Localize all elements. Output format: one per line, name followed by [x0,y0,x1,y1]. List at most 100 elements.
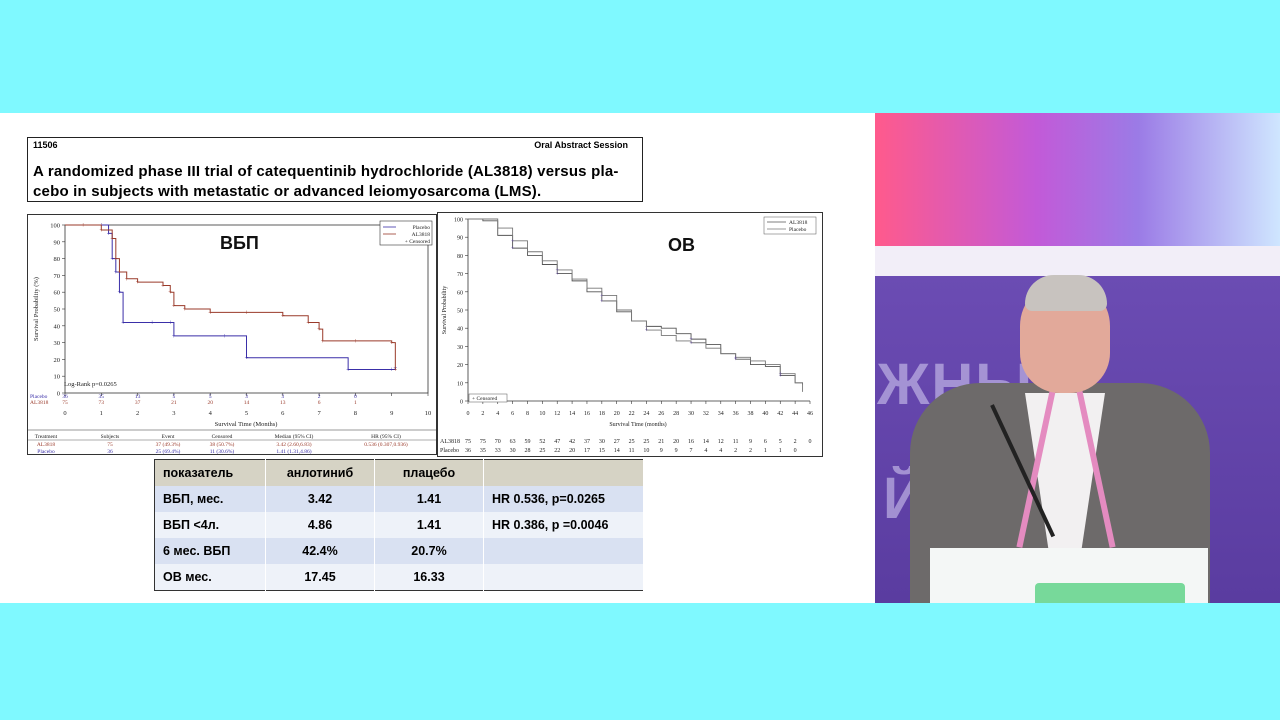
os-x-tick-label: 8 [526,411,529,417]
os-x-tick-label: 34 [718,411,724,417]
os-censor-mark: + [600,299,604,305]
pfs-risk-value: 2 [318,394,321,400]
pfs-summary-cell: 3.42 (2.60,6.83) [276,441,311,448]
pfs-censor-mark: + [306,318,310,326]
os-censor-mark: + [734,355,738,361]
os-risk-value: 15 [599,448,605,454]
speaker-video: ЖНЫ Й [875,113,1280,603]
os-x-tick-label: 10 [539,411,545,417]
pfs-summary-cell: 75 [107,442,113,448]
speaker-hair [1025,275,1107,311]
os-y-tick-label: 10 [457,381,463,387]
pfs-x-tick-label: 5 [245,410,248,417]
os-x-tick-label: 20 [614,411,620,417]
os-y-tick-label: 50 [457,309,463,315]
pfs-censor-mark: + [161,281,165,289]
pfs-x-tick-label: 10 [425,410,432,417]
pfs-censor-mark: + [168,318,172,326]
table-cell: ВБП <4л. [154,512,266,538]
table-row: ВБП <4л. 4.86 1.41 HR 0.386, p =0.0046 [154,512,644,538]
os-risk-value: 22 [554,448,560,454]
pfs-x-tick-label: 1 [100,410,103,417]
table-cell: 6 мес. ВБП [154,538,266,564]
os-censored-legend-text: + Censored [472,396,497,402]
os-risk-value: 9 [675,448,678,454]
os-x-tick-label: 44 [792,411,798,417]
pfs-al3818-line [65,224,396,370]
table-header-cell: анлотиниб [265,459,375,486]
table-cell: 17.45 [265,564,375,591]
os-risk-value: 25 [539,448,545,454]
table-cell: 3.42 [265,486,375,512]
abstract-title: A randomized phase III trial of catequen… [33,163,619,200]
pfs-summary-header: Median (95% CI) [275,433,314,440]
pfs-censor-mark: + [172,332,176,340]
table-row: 6 мес. ВБП 42.4% 20.7% [154,538,644,564]
pfs-censor-mark: + [346,365,350,373]
pfs-legend-item: + Censored [405,239,430,245]
pfs-censor-mark: + [353,337,357,345]
table-cell: 42.4% [265,538,375,564]
os-risk-value: 30 [510,448,516,454]
pfs-censor-mark: + [107,229,111,237]
os-risk-value: 6 [764,439,767,445]
os-censor-mark: + [511,246,515,252]
pfs-risk-value: 20 [207,400,213,406]
table-cell: HR 0.386, p =0.0046 [483,512,644,538]
os-x-tick-label: 2 [481,411,484,417]
table-header-cell: показатель [154,459,266,486]
os-risk-value: 4 [719,448,722,454]
os-risk-value: 30 [599,439,605,445]
pfs-summary-cell: 37 (49.3%) [156,441,181,448]
os-legend [763,216,817,235]
pfs-legend-item: AL3818 [412,232,431,238]
pfs-y-tick-label: 100 [50,223,60,230]
os-x-tick-label: 38 [748,411,754,417]
os-risk-value: 5 [779,439,782,445]
pfs-summary-cell: 0.536 (0.307,0.936) [364,441,408,448]
os-risk-value: 9 [660,448,663,454]
table-cell: 4.86 [265,512,375,538]
os-risk-row-name: AL3818 [440,439,460,445]
pfs-censor-mark: + [390,365,394,373]
table-row: ОВ мес. 17.45 16.33 [154,564,644,591]
pfs-y-tick-label: 10 [54,374,61,381]
os-x-tick-label: 28 [673,411,679,417]
pfs-risk-row-name: Placebo [30,394,48,400]
pfs-censor-mark: + [208,308,212,316]
os-risk-value: 1 [779,448,782,454]
table-header-cell [483,459,644,486]
os-x-tick-label: 46 [807,411,813,417]
pfs-censor-mark: + [183,305,187,313]
pfs-risk-value: 21 [171,400,177,406]
os-x-tick-label: 18 [599,411,605,417]
pfs-y-tick-label: 50 [54,307,61,314]
os-risk-value: 0 [809,439,812,445]
pfs-summary-cell: 36 [107,449,113,454]
pfs-censor-mark: + [121,318,125,326]
os-x-tick-label: 14 [569,411,575,417]
os-risk-value: 75 [480,439,486,445]
pfs-summary-cell: 25 (69.4%) [156,448,181,454]
table-header-cell: плацебо [374,459,484,486]
table-cell: ВБП, мес. [154,486,266,512]
os-censor-mark: + [556,272,560,278]
pfs-risk-value: 36 [62,394,68,400]
os-y-tick-label: 70 [457,272,463,278]
pfs-censor-mark: + [150,318,154,326]
pfs-risk-value: 35 [99,394,105,400]
pfs-legend-item: Placebo [413,225,431,231]
table-cell: 20.7% [374,538,484,564]
os-x-tick-label: 26 [658,411,664,417]
pfs-summary-header: HR (95% CI) [371,433,401,440]
pfs-x-tick-label: 7 [317,410,321,417]
os-y-tick-label: 40 [457,327,463,333]
pfs-censor-mark: + [168,288,172,296]
pfs-y-tick-label: 20 [54,357,61,364]
os-risk-value: 42 [569,439,575,445]
pfs-y-tick-label: 0 [57,391,60,398]
os-risk-value: 37 [584,439,590,445]
pfs-x-tick-label: 4 [209,410,213,417]
pfs-logrank-text: Log-Rank p=0.0265 [64,381,117,388]
os-chart-panel: 0 10 20 30 40 50 60 70 80 90 100 0 2 4 6 8 10 12 14 16 18 20 2… [437,212,823,457]
